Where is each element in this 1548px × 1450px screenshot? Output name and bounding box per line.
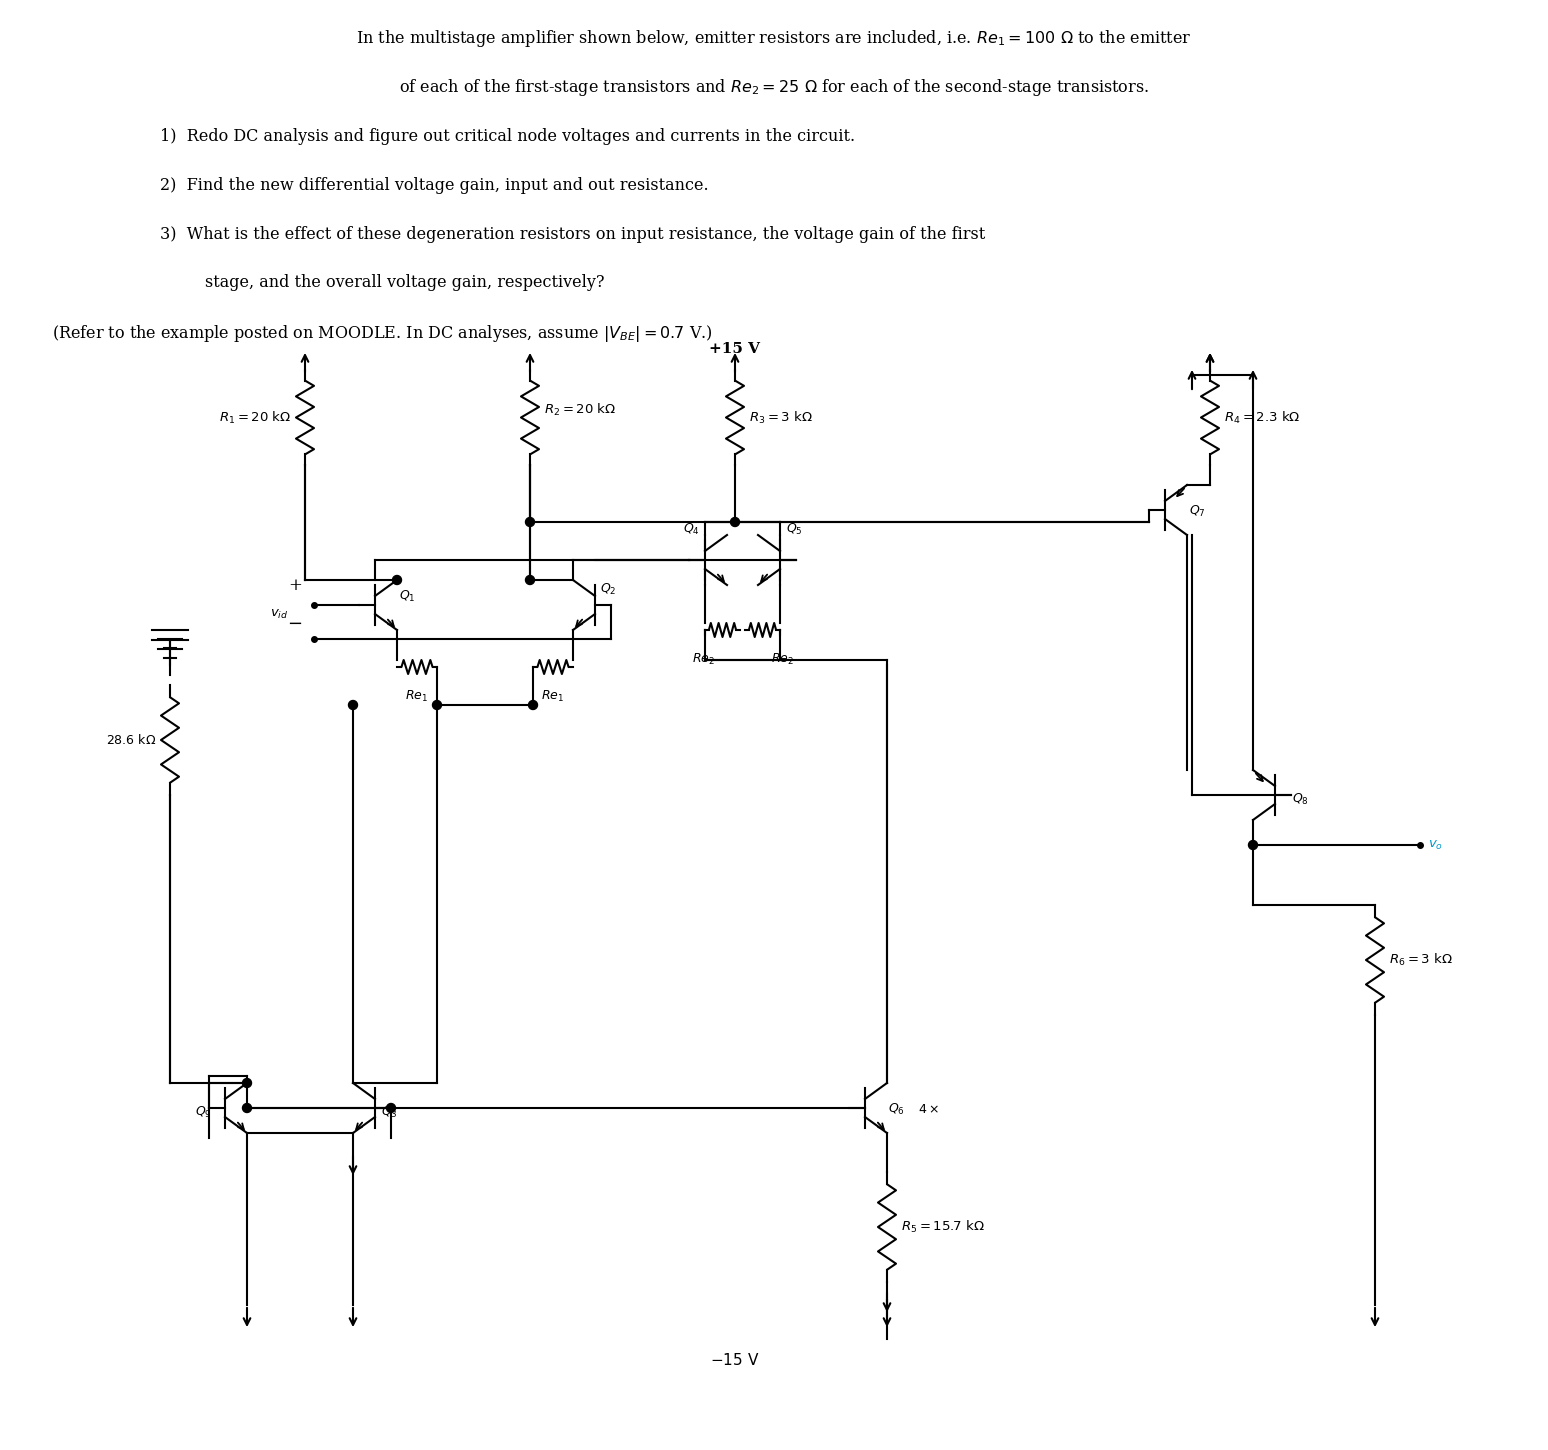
Circle shape (528, 700, 537, 709)
Text: 3)  What is the effect of these degeneration resistors on input resistance, the : 3) What is the effect of these degenerat… (159, 226, 985, 244)
Text: $Q_7$: $Q_7$ (1189, 505, 1206, 519)
Circle shape (432, 700, 441, 709)
Text: $R_6 = 3\ \mathrm{k}\Omega$: $R_6 = 3\ \mathrm{k}\Omega$ (1389, 953, 1452, 969)
Text: $Q_5$: $Q_5$ (786, 522, 803, 536)
Text: 1)  Redo DC analysis and figure out critical node voltages and currents in the c: 1) Redo DC analysis and figure out criti… (159, 128, 854, 145)
Circle shape (387, 1103, 395, 1112)
Text: $R_1 = 20\ \mathrm{k}\Omega$: $R_1 = 20\ \mathrm{k}\Omega$ (218, 409, 291, 425)
Text: $Q_3$: $Q_3$ (381, 1105, 398, 1119)
Text: $R_5 = 15.7\ \mathrm{k}\Omega$: $R_5 = 15.7\ \mathrm{k}\Omega$ (901, 1219, 985, 1235)
Text: $R_3 = 3\ \mathrm{k}\Omega$: $R_3 = 3\ \mathrm{k}\Omega$ (749, 409, 813, 425)
Text: $R_4 = 2.3\ \mathrm{k}\Omega$: $R_4 = 2.3\ \mathrm{k}\Omega$ (1224, 409, 1300, 425)
Text: $v_{id}$: $v_{id}$ (269, 608, 288, 621)
Text: $Re_2$: $Re_2$ (692, 652, 715, 667)
Circle shape (393, 576, 401, 584)
Circle shape (243, 1103, 251, 1112)
Text: $Q_1$: $Q_1$ (399, 589, 415, 605)
Text: $Q_2$: $Q_2$ (601, 581, 616, 597)
Circle shape (731, 518, 740, 526)
Circle shape (525, 518, 534, 526)
Text: $v_o$: $v_o$ (1427, 838, 1443, 851)
Text: $Re_1$: $Re_1$ (406, 689, 429, 705)
Circle shape (1249, 841, 1257, 850)
Text: +15 V: +15 V (709, 342, 760, 357)
Text: In the multistage amplifier shown below, emitter resistors are included, i.e. $R: In the multistage amplifier shown below,… (356, 28, 1192, 49)
Text: $Q_9$: $Q_9$ (195, 1105, 212, 1119)
Text: $Re_1$: $Re_1$ (542, 689, 565, 705)
Text: of each of the first-stage transistors and $Re_2 = 25\ \Omega$ for each of the s: of each of the first-stage transistors a… (399, 77, 1149, 99)
Text: $Q_6$: $Q_6$ (889, 1102, 906, 1116)
Text: $Q_4$: $Q_4$ (683, 522, 700, 536)
Text: $Q_8$: $Q_8$ (1293, 792, 1310, 808)
Text: $-15\ \mathrm{V}$: $-15\ \mathrm{V}$ (711, 1351, 760, 1367)
Text: (Refer to the example posted on MOODLE. In DC analyses, assume $|V_{BE}| = 0.7$ : (Refer to the example posted on MOODLE. … (53, 323, 712, 344)
Text: $28.6\ \mathrm{k}\Omega$: $28.6\ \mathrm{k}\Omega$ (105, 734, 156, 747)
Text: +: + (288, 577, 302, 594)
Text: −: − (286, 615, 302, 634)
Text: $Re_2$: $Re_2$ (771, 652, 794, 667)
Circle shape (348, 700, 358, 709)
Text: $4\times$: $4\times$ (918, 1103, 940, 1116)
Text: 2)  Find the new differential voltage gain, input and out resistance.: 2) Find the new differential voltage gai… (159, 177, 709, 194)
Circle shape (243, 1079, 251, 1088)
Text: stage, and the overall voltage gain, respectively?: stage, and the overall voltage gain, res… (204, 274, 605, 291)
Circle shape (525, 576, 534, 584)
Text: $R_2 = 20\ \mathrm{k}\Omega$: $R_2 = 20\ \mathrm{k}\Omega$ (543, 402, 616, 418)
